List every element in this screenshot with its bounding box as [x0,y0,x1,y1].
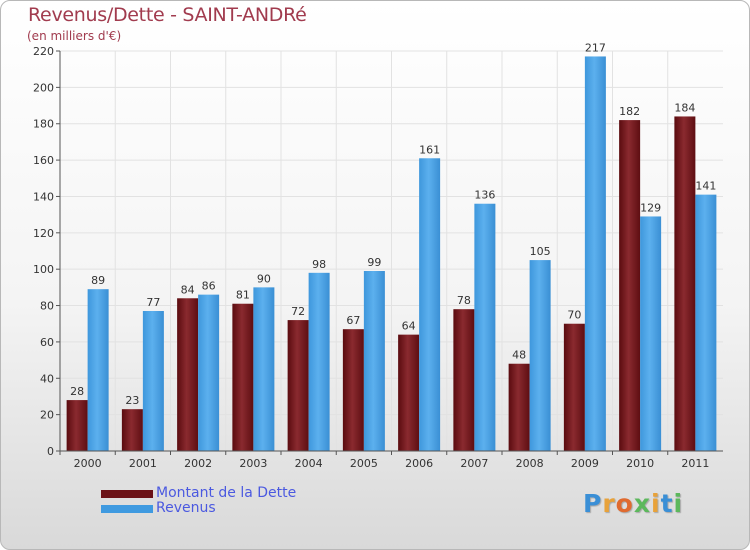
y-tick-label-160: 160 [33,154,54,167]
bar-revenus-2009 [584,56,606,452]
bar-dette-2004 [287,320,309,451]
bar-revenus-2001 [142,311,164,451]
x-tick-label-2008: 2008 [516,457,544,470]
x-tick-label-2007: 2007 [460,457,488,470]
chart-subtitle: (en milliers d'€) [27,29,122,43]
data-label-dette-2003: 81 [236,289,250,302]
data-label-dette-2006: 64 [402,320,416,333]
bar-dette-2005 [342,329,364,451]
labels-layer: 28 89 23 77 84 86 81 90 72 98 67 99 64 161 78 136 48 105 7… [70,41,716,407]
y-tick-label-220: 220 [33,45,54,58]
bars-layer [66,56,717,452]
data-label-dette-2002: 84 [181,283,195,296]
x-tick-label-2001: 2001 [129,457,157,470]
data-label-dette-2007: 78 [457,294,471,307]
y-tick-label-40: 40 [40,372,54,385]
legend-label-dette: Montant de la Dette [156,485,297,501]
x-tick-label-2003: 2003 [239,457,267,470]
data-label-revenus-2009: 217 [585,41,606,54]
bar-revenus-2007 [474,203,496,451]
bar-dette-2002 [177,298,199,451]
data-label-dette-2004: 72 [291,305,305,318]
data-label-dette-2005: 67 [346,314,360,327]
logo-letter-0: P [583,489,603,518]
data-label-revenus-2010: 129 [640,201,661,214]
data-label-dette-2010: 182 [619,105,640,118]
bar-revenus-2006 [419,158,441,452]
logo-letter-6: i [673,489,684,518]
data-label-revenus-2003: 90 [257,272,271,285]
data-label-dette-2009: 70 [567,309,581,322]
x-tick-label-2010: 2010 [626,457,654,470]
y-tick-label-60: 60 [40,336,54,349]
bar-dette-2010 [619,120,641,451]
legend-swatch-revenus [101,505,153,513]
y-tick-label-140: 140 [33,190,54,203]
data-label-dette-2001: 23 [125,394,139,407]
y-tick-label-180: 180 [33,118,54,131]
legend-label-revenus: Revenus [156,500,216,516]
legend-swatch-dette [101,490,153,498]
y-tick-label-100: 100 [33,263,54,276]
bar-dette-2007 [453,309,475,451]
data-label-revenus-2002: 86 [202,280,216,293]
y-tick-label-80: 80 [40,300,54,313]
y-tick-label-200: 200 [33,81,54,94]
axis-layer: 0 20 40 60 80 100 120 140 160 180 200 220 2000 2001 20… [33,45,723,470]
grid-layer [60,50,723,452]
logo-letter-1: r [602,489,616,518]
y-tick-label-20: 20 [40,409,54,422]
chart-title: Revenus/Dette - SAINT-ANDRé [28,4,307,26]
x-tick-label-2006: 2006 [405,457,433,470]
bar-dette-2003 [232,303,254,451]
data-label-dette-2008: 48 [512,349,526,362]
data-label-revenus-2000: 89 [91,274,105,287]
bar-dette-2008 [508,363,530,451]
bar-revenus-2005 [363,271,385,451]
data-label-revenus-2005: 99 [367,256,381,269]
data-label-dette-2000: 28 [70,385,84,398]
logo-letter-5: t [660,489,674,518]
x-tick-label-2004: 2004 [295,457,323,470]
logo-letter-2: o [615,489,634,518]
bar-revenus-2002 [198,294,220,451]
bar-revenus-2010 [640,216,662,451]
data-label-revenus-2007: 136 [474,189,495,202]
data-label-dette-2011: 184 [674,101,695,114]
x-tick-label-2005: 2005 [350,457,378,470]
x-tick-label-2009: 2009 [571,457,599,470]
data-label-revenus-2008: 105 [530,245,551,258]
data-label-revenus-2001: 77 [146,296,160,309]
x-tick-label-2000: 2000 [74,457,102,470]
bar-revenus-2008 [529,260,551,451]
bar-dette-2001 [121,409,143,451]
x-tick-label-2011: 2011 [681,457,709,470]
data-label-revenus-2004: 98 [312,258,326,271]
bar-dette-2006 [398,334,420,451]
proxiti-logo: Proxiti [583,489,683,518]
bar-dette-2000 [66,400,88,451]
bar-dette-2009 [563,323,585,451]
x-tick-label-2002: 2002 [184,457,212,470]
bar-revenus-2003 [253,287,275,451]
logo-letter-3: x [633,489,651,518]
data-label-revenus-2011: 141 [695,180,716,193]
logo-letter-4: i [651,489,661,518]
bar-revenus-2000 [87,289,109,451]
data-label-revenus-2006: 161 [419,143,440,156]
bar-revenus-2004 [308,272,330,451]
y-tick-label-120: 120 [33,227,54,240]
bar-dette-2011 [674,116,696,452]
bar-revenus-2011 [695,194,717,452]
y-tick-label-0: 0 [47,445,54,458]
